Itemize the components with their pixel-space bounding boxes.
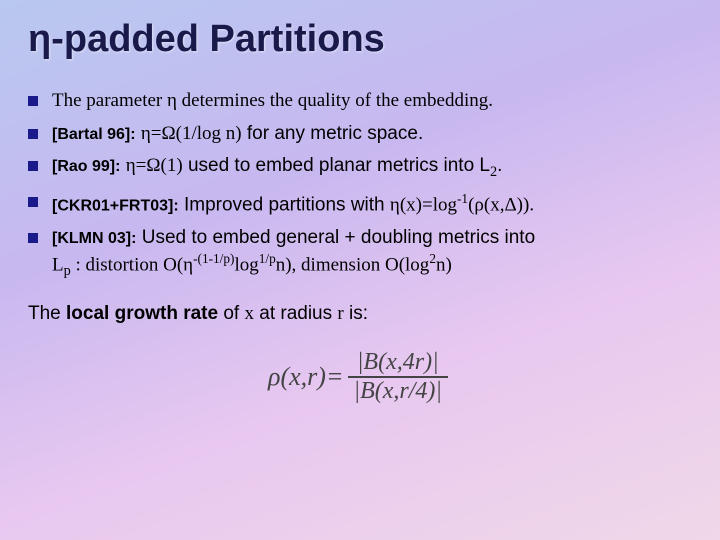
bullet-tail: Used to embed general + doubling metrics… bbox=[136, 227, 535, 248]
bullet-tail: for any metric space. bbox=[242, 123, 424, 144]
bullet-text: [CKR01+FRT03]: Improved partitions with … bbox=[52, 190, 534, 218]
citation: [Rao 99]: bbox=[52, 158, 120, 175]
bullet-tail: (ρ(x,Δ)). bbox=[468, 194, 534, 215]
superscript: -1 bbox=[457, 191, 468, 206]
bullet-text-content: The parameter η determines the quality o… bbox=[52, 90, 493, 111]
formula-lhs: ρ(x,r)= bbox=[268, 362, 344, 392]
superscript: 1/p bbox=[259, 251, 276, 266]
formula-inline: η(x)=log bbox=[390, 194, 457, 215]
bullet-text: [Rao 99]: η=Ω(1) used to embed planar me… bbox=[52, 154, 502, 181]
bullet-item: [Rao 99]: η=Ω(1) used to embed planar me… bbox=[28, 154, 692, 181]
bullet-marker-icon bbox=[28, 96, 38, 106]
bullet-item: [KLMN 03]: Used to embed general + doubl… bbox=[28, 226, 692, 281]
bullet-marker-icon bbox=[28, 197, 38, 207]
footer-mid: of bbox=[218, 303, 244, 324]
bullet-marker-icon bbox=[28, 233, 38, 243]
formula-inline: η=Ω(1/log n) bbox=[141, 123, 242, 144]
bullet-tail: n), dimension O(log bbox=[276, 255, 430, 276]
formula-fraction: |B(x,4r)| |B(x,r/4)| bbox=[348, 349, 449, 405]
bullet-text: The parameter η determines the quality o… bbox=[52, 89, 493, 114]
citation: [CKR01+FRT03]: bbox=[52, 197, 179, 214]
bullet-text: [KLMN 03]: Used to embed general + doubl… bbox=[52, 226, 535, 281]
bullet-tail: : distortion O(η bbox=[71, 255, 193, 276]
bullet-tail: n) bbox=[436, 255, 452, 276]
bullet-list: The parameter η determines the quality o… bbox=[28, 89, 692, 281]
footer-mid: at radius bbox=[254, 303, 337, 324]
footer-bold: local growth rate bbox=[66, 303, 218, 324]
footer-var: x bbox=[244, 303, 254, 324]
formula-equation: ρ(x,r)= |B(x,4r)| |B(x,r/4)| bbox=[268, 349, 452, 405]
bullet-item: The parameter η determines the quality o… bbox=[28, 89, 692, 114]
formula-inline: η=Ω(1) bbox=[126, 155, 183, 176]
bullet-marker-icon bbox=[28, 129, 38, 139]
citation: [KLMN 03]: bbox=[52, 230, 136, 247]
formula-inline: L bbox=[52, 255, 64, 276]
slide-title: η-padded Partitions bbox=[28, 18, 692, 61]
formula-display: ρ(x,r)= |B(x,4r)| |B(x,r/4)| bbox=[28, 349, 692, 405]
bullet-item: [CKR01+FRT03]: Improved partitions with … bbox=[28, 190, 692, 218]
bullet-item: [Bartal 96]: η=Ω(1/log n) for any metric… bbox=[28, 122, 692, 147]
bullet-text: [Bartal 96]: η=Ω(1/log n) for any metric… bbox=[52, 122, 423, 147]
footer-text: The local growth rate of x at radius r i… bbox=[28, 303, 692, 325]
bullet-tail: log bbox=[234, 255, 258, 276]
bullet-tail: used to embed planar metrics into L bbox=[183, 155, 490, 176]
bullet-tail: Improved partitions with bbox=[179, 194, 390, 215]
citation: [Bartal 96]: bbox=[52, 126, 136, 143]
superscript: -(1-1/p) bbox=[193, 251, 234, 266]
footer-prefix: The bbox=[28, 303, 66, 324]
formula-denominator: |B(x,r/4)| bbox=[348, 378, 449, 405]
bullet-marker-icon bbox=[28, 161, 38, 171]
subscript: p bbox=[64, 264, 71, 280]
footer-suffix: is: bbox=[344, 303, 368, 324]
superscript: 2 bbox=[429, 251, 436, 266]
formula-numerator: |B(x,4r)| bbox=[351, 349, 445, 376]
bullet-tail: . bbox=[497, 155, 502, 176]
